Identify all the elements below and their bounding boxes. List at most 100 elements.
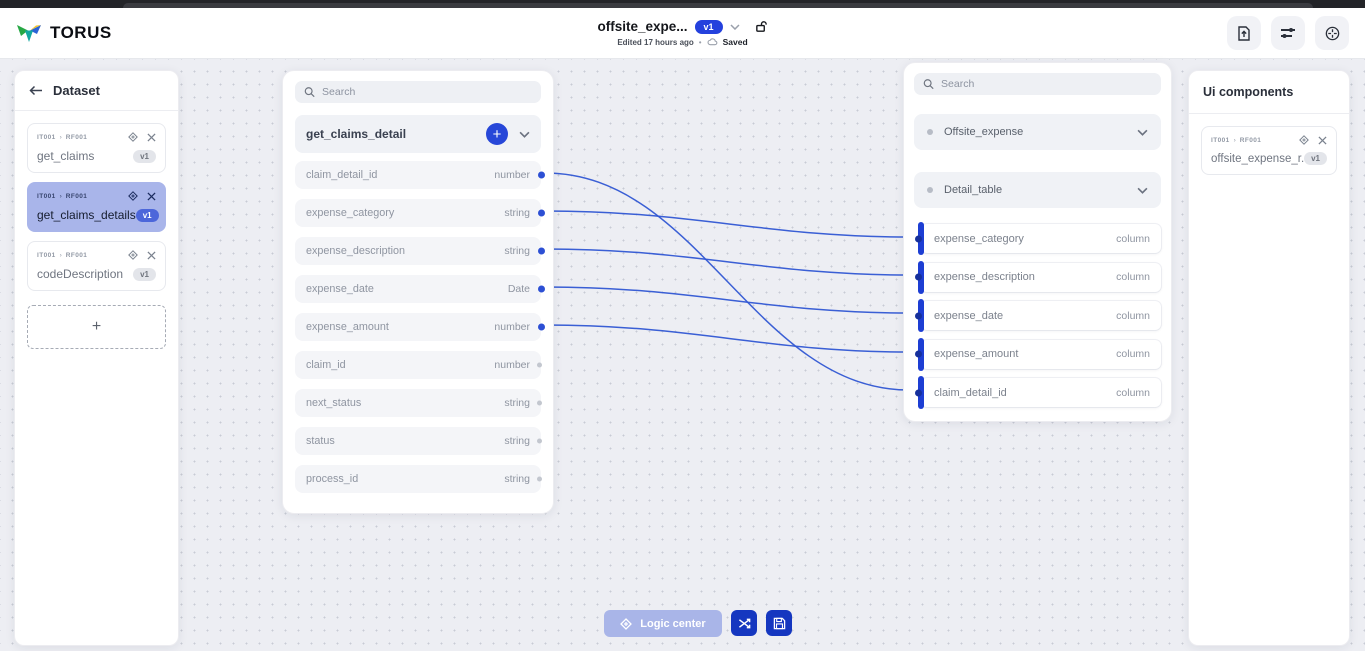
connector-dot[interactable] bbox=[537, 476, 542, 482]
connector-dot[interactable] bbox=[538, 285, 545, 293]
chevron-down-icon[interactable] bbox=[1137, 129, 1148, 136]
connector-dot[interactable] bbox=[538, 323, 545, 331]
dataset-card-get-claims-details[interactable]: IT001 › RF001 get_claims_details v1 bbox=[27, 182, 166, 232]
breadcrumb: RF001 bbox=[1239, 136, 1262, 144]
diamond-target-icon[interactable] bbox=[128, 132, 138, 142]
connector-dot[interactable] bbox=[538, 171, 545, 179]
brand: TORUS bbox=[16, 22, 112, 44]
field-row[interactable]: next_status string bbox=[295, 389, 542, 417]
export-file-button[interactable] bbox=[1227, 16, 1261, 50]
breadcrumb-separator: › bbox=[59, 133, 62, 141]
logic-center-button[interactable]: Logic center bbox=[604, 610, 722, 637]
connector-dot[interactable] bbox=[915, 350, 922, 358]
connector-dot[interactable] bbox=[915, 235, 922, 242]
field-row[interactable]: expense_amount number bbox=[295, 313, 545, 341]
field-row[interactable]: claim_detail_id number bbox=[295, 161, 545, 189]
close-icon[interactable] bbox=[147, 250, 156, 260]
field-type: number bbox=[494, 169, 530, 181]
breadcrumb: IT001 bbox=[37, 251, 56, 259]
wire-claim-detail-id bbox=[544, 172, 910, 391]
search-icon bbox=[923, 79, 934, 90]
sliders-icon bbox=[1280, 28, 1295, 38]
field-row[interactable]: expense_description string bbox=[295, 237, 545, 265]
back-arrow-icon[interactable] bbox=[29, 85, 43, 96]
field-name: next_status bbox=[306, 397, 362, 409]
source-search-input[interactable] bbox=[322, 86, 532, 98]
connector-dot[interactable] bbox=[537, 362, 542, 368]
connector-dot[interactable] bbox=[915, 389, 922, 396]
ui-components-panel: Ui components IT001 › RF001 offsite_expe… bbox=[1188, 70, 1350, 646]
status-dot: • bbox=[698, 37, 702, 47]
dataset-card-code-description[interactable]: IT001 › RF001 codeDescription v1 bbox=[27, 241, 166, 291]
column-kind: column bbox=[1116, 309, 1150, 322]
field-row[interactable]: claim_id number bbox=[295, 351, 542, 379]
column-name: claim_detail_id bbox=[934, 386, 1007, 399]
chevron-down-icon[interactable] bbox=[729, 23, 740, 30]
column-row[interactable]: expense_date column bbox=[915, 299, 1161, 332]
field-name: process_id bbox=[306, 473, 359, 485]
flow-canvas[interactable]: Dataset IT001 › RF001 get_claims v1 bbox=[0, 59, 1365, 651]
dataset-name: codeDescription bbox=[37, 267, 124, 281]
connector-dot[interactable] bbox=[537, 438, 542, 444]
flow-settings-button[interactable] bbox=[1271, 16, 1305, 50]
chevron-down-icon[interactable] bbox=[519, 131, 530, 138]
column-kind: column bbox=[1116, 386, 1150, 399]
source-search[interactable] bbox=[295, 81, 541, 103]
dataset-card-get-claims[interactable]: IT001 › RF001 get_claims v1 bbox=[27, 123, 166, 173]
source-table-header[interactable]: get_claims_detail + bbox=[295, 115, 541, 153]
cloud-icon bbox=[707, 38, 717, 46]
ui-component-card[interactable]: IT001 › RF001 offsite_expense_r... v1 bbox=[1201, 126, 1337, 175]
column-kind: column bbox=[1116, 232, 1150, 245]
chevron-down-icon[interactable] bbox=[1137, 187, 1148, 194]
search-icon bbox=[304, 87, 315, 98]
column-row[interactable]: claim_detail_id column bbox=[915, 376, 1161, 409]
column-name: expense_date bbox=[934, 309, 1004, 322]
brand-name: TORUS bbox=[50, 23, 112, 42]
field-row[interactable]: expense_category string bbox=[295, 199, 545, 227]
diamond-target-icon[interactable] bbox=[128, 191, 138, 201]
field-type: string bbox=[504, 207, 530, 219]
ui-component-name: offsite_expense_r... bbox=[1211, 152, 1305, 165]
dataset-name: get_claims_details bbox=[37, 208, 136, 222]
shuffle-mapping-button[interactable] bbox=[731, 610, 757, 636]
save-mapping-button[interactable] bbox=[766, 610, 792, 636]
connector-dot[interactable] bbox=[915, 312, 922, 319]
window-tab bbox=[123, 3, 1313, 8]
logic-diamond-icon bbox=[620, 617, 633, 630]
column-kind: column bbox=[1116, 348, 1150, 360]
version-badge[interactable]: v1 bbox=[694, 19, 723, 34]
window-tab-strip bbox=[0, 0, 1365, 8]
connector-dot[interactable] bbox=[915, 273, 922, 281]
target-search-input[interactable] bbox=[941, 78, 1152, 90]
diamond-target-icon[interactable] bbox=[1299, 135, 1309, 145]
connector-dot[interactable] bbox=[538, 209, 545, 217]
field-type: number bbox=[494, 321, 530, 333]
column-row[interactable]: expense_category column bbox=[915, 222, 1161, 255]
wire-expense-date bbox=[544, 286, 910, 314]
plus-icon: + bbox=[492, 125, 502, 143]
target-search[interactable] bbox=[914, 73, 1161, 95]
close-icon[interactable] bbox=[1318, 135, 1327, 145]
unlock-icon[interactable] bbox=[755, 20, 768, 33]
add-dataset-button[interactable]: + bbox=[27, 305, 166, 349]
target-icon bbox=[1325, 26, 1339, 40]
field-name: expense_amount bbox=[306, 321, 389, 333]
column-name: expense_description bbox=[934, 271, 1035, 283]
close-icon[interactable] bbox=[147, 191, 156, 201]
close-icon[interactable] bbox=[147, 132, 156, 142]
group-row-offsite-expense[interactable]: Offsite_expense bbox=[914, 114, 1161, 150]
field-row[interactable]: expense_date Date bbox=[295, 275, 545, 303]
connector-dot[interactable] bbox=[537, 400, 542, 406]
column-row[interactable]: expense_amount column bbox=[915, 337, 1161, 371]
add-field-button[interactable]: + bbox=[486, 123, 508, 145]
breadcrumb: IT001 bbox=[1211, 136, 1230, 144]
diamond-target-icon[interactable] bbox=[128, 250, 138, 260]
field-row[interactable]: status string bbox=[295, 427, 542, 455]
connector-dot[interactable] bbox=[538, 247, 545, 255]
column-row[interactable]: expense_description column bbox=[915, 260, 1161, 294]
focus-view-button[interactable] bbox=[1315, 16, 1349, 50]
group-row-detail-table[interactable]: Detail_table bbox=[914, 172, 1161, 208]
breadcrumb: RF001 bbox=[65, 133, 88, 141]
field-row[interactable]: process_id string bbox=[295, 465, 542, 493]
dataset-panel: Dataset IT001 › RF001 get_claims v1 bbox=[14, 70, 179, 646]
